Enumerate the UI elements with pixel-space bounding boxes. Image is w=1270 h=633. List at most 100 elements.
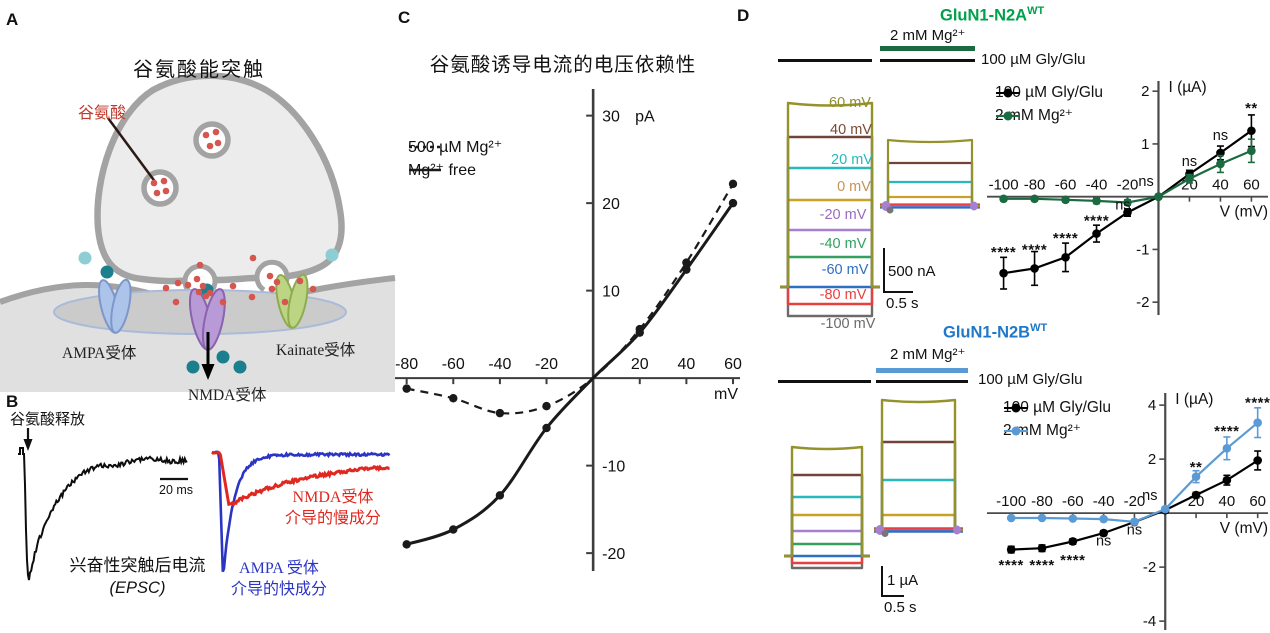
iv-data-point <box>1247 146 1256 156</box>
significance-label: ns <box>1182 154 1197 170</box>
glutamate-dot <box>266 272 274 280</box>
d-current-traces <box>780 101 980 570</box>
c-data-point <box>495 491 505 500</box>
synapse-diagram <box>0 72 396 392</box>
iv-data-point <box>1160 504 1170 514</box>
n2b-iv-legend: 100 µM Gly/Glu 2 mM Mg²⁺ <box>1003 396 1111 442</box>
significance-label: ns <box>1096 533 1111 549</box>
iv-legend-item: 2 mM Mg²⁺ <box>995 104 1103 127</box>
significance-label: **** <box>1060 552 1085 569</box>
n2a-scale-time-label: 0.5 s <box>886 295 919 312</box>
iv-data-point <box>1123 208 1132 217</box>
glutamate-dot <box>296 277 304 285</box>
glutamate-dot <box>212 128 220 136</box>
n2a-agonist-bar-left <box>778 59 872 62</box>
glutamate-label: 谷氨酸 <box>78 105 127 122</box>
iv-data-point <box>1185 174 1194 184</box>
c-data-point <box>402 384 411 393</box>
n2b-scale-current-label: 1 µA <box>887 572 919 589</box>
iv-x-tick-label: -80 <box>1024 177 1046 194</box>
iv-data-point <box>1068 537 1078 546</box>
synaptic-vesicle <box>193 121 231 159</box>
c-x-tick-label: -60 <box>442 356 465 373</box>
glutamate-dot <box>219 298 227 306</box>
c-series-2 <box>406 202 735 546</box>
panel-c-label: C <box>398 8 411 27</box>
voltage-step-trace <box>874 398 963 532</box>
iv-data-point <box>1130 517 1139 527</box>
iv-y-tick-label: -2 <box>1136 294 1149 311</box>
significance-label: ns <box>1115 198 1130 214</box>
n2b-title-sup: WT <box>1030 322 1048 334</box>
significance-label: **** <box>1084 212 1109 229</box>
iv-data-point <box>1253 456 1262 465</box>
iv-x-tick-label: -100 <box>996 493 1026 510</box>
iv-x-tick-label: -80 <box>1031 493 1053 510</box>
iv-data-point <box>1247 126 1256 136</box>
significance-label: **** <box>1022 241 1047 258</box>
c-x-tick-label: 60 <box>724 356 742 373</box>
ion-dot <box>233 360 247 374</box>
ion-dot <box>186 360 200 374</box>
iv-y-tick-label: -2 <box>1143 559 1156 576</box>
glutamate-dot <box>195 288 203 296</box>
iv-x-tick-label: -20 <box>1117 177 1139 194</box>
c-data-point <box>728 198 738 208</box>
legend-marker-icon <box>996 111 1020 120</box>
glutamate-dot <box>281 298 289 306</box>
c-x-unit-label: mV <box>714 386 738 403</box>
c-iv-chart: -80 -60 -40 -20 20 40 60 -20 -10 10 20 30 pA mV <box>395 89 742 571</box>
n2b-scale-time-label: 0.5 s <box>884 599 917 616</box>
c-y-tick-label: 30 <box>602 109 620 126</box>
iv-data-point <box>1092 229 1101 238</box>
ampa-receptor-icon <box>98 278 132 334</box>
trace-tail-blob <box>886 206 894 214</box>
voltage-step-trace <box>874 440 963 532</box>
significance-label: **** <box>1053 230 1078 247</box>
trace-tail-blob <box>970 201 978 211</box>
n2a-scalebar-horizontal <box>883 291 913 293</box>
glutamate-dot <box>248 293 256 301</box>
glutamate-dot <box>229 282 237 290</box>
n2a-title: GluN1-N2AWT <box>940 5 1044 26</box>
c-y-tick-label: -10 <box>602 459 625 476</box>
iv-legend-label: 100 µM Gly/Glu <box>995 83 1103 101</box>
voltage-step-trace <box>874 478 963 532</box>
glutamate-dot <box>193 275 201 283</box>
n2b-mg-application-bar <box>876 368 968 373</box>
ampa-fast-label-line2: 介导的快成分 <box>230 581 327 598</box>
iv-x-tick-label: -100 <box>989 177 1019 194</box>
glutamate-dot <box>153 189 161 197</box>
iv-x-tick-label: -20 <box>1124 493 1146 510</box>
c-data-point <box>449 525 458 534</box>
n2b-scalebar-vertical <box>881 566 883 597</box>
significance-label: ** <box>1190 459 1203 476</box>
iv-data-point <box>1099 514 1108 524</box>
voltage-step-label: -60 mV <box>821 262 869 278</box>
n2b-iv-chart: -100 -80 -60 -40 -20 20 40 60-4-224 I (µA)V (mV)… <box>987 391 1270 630</box>
c-y-tick-label: 20 <box>602 196 620 213</box>
voltage-step-label: 0 mV <box>837 179 871 195</box>
glutamate-dot <box>162 284 170 292</box>
glutamate-dot <box>309 285 317 293</box>
iv-x-tick-label: -40 <box>1093 493 1115 510</box>
iv-y-tick-label: 2 <box>1148 451 1156 468</box>
c-legend-item: Mg²⁺ free <box>408 158 502 181</box>
iv-data-point <box>999 194 1008 204</box>
iv-data-point <box>1061 253 1070 262</box>
nmda-trace-path <box>211 450 390 508</box>
n2a-scalebar-vertical <box>883 248 885 293</box>
glutamate-dot <box>162 187 170 195</box>
iv-data-point <box>1030 264 1039 273</box>
iv-data-point <box>1099 528 1108 538</box>
significance-label: ** <box>1245 100 1258 117</box>
iv-y-tick-label: -4 <box>1143 613 1156 630</box>
nmda-receptor-label: NMDA受体 <box>188 387 267 404</box>
synaptic-vesicle <box>141 169 179 207</box>
panel-d-label: D <box>737 6 750 25</box>
legend-dot <box>1011 403 1021 412</box>
ion-dot-light <box>78 251 92 265</box>
glutamate-dot <box>268 285 276 293</box>
iv-legend-item: 100 µM Gly/Glu <box>995 81 1103 104</box>
iv-legend-label: 2 mM Mg²⁺ <box>995 107 1073 124</box>
